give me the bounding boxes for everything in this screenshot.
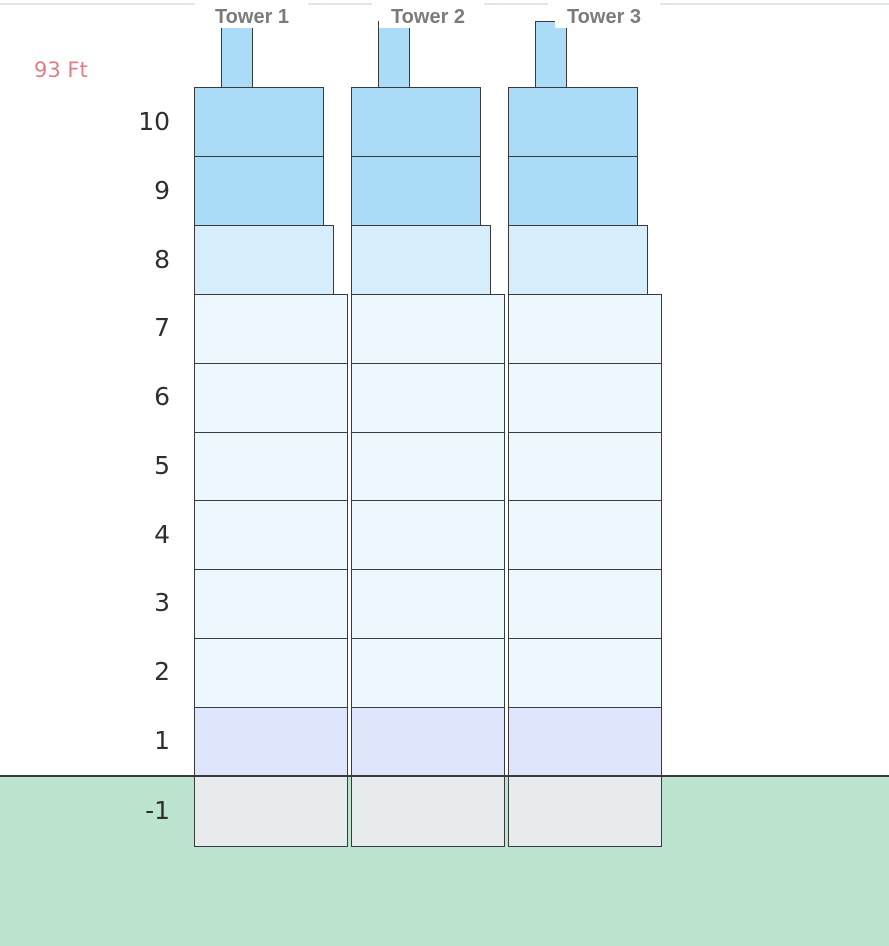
floor-10 [508, 87, 638, 157]
top-border-segment [0, 3, 195, 5]
floor-6 [508, 363, 662, 433]
top-border-segment [484, 3, 548, 5]
floor-8 [194, 225, 334, 295]
floor-7 [508, 294, 662, 364]
floor-label: 10 [138, 107, 170, 136]
floor-label: 5 [154, 451, 170, 480]
floor-5 [194, 432, 348, 501]
floor-9 [508, 156, 638, 226]
floor-8 [508, 225, 648, 295]
floor-basement [194, 776, 348, 847]
floor-6 [194, 363, 348, 433]
tower-name: Tower 1 [203, 6, 301, 28]
floor-2 [351, 638, 505, 708]
floor-5 [508, 432, 662, 501]
floor-basement [351, 776, 505, 847]
floor-8 [351, 225, 491, 295]
floor-label: 9 [154, 176, 170, 205]
floor-4 [508, 500, 662, 570]
roof-mast [378, 21, 410, 88]
floor-label: 3 [154, 588, 170, 617]
top-border-segment [660, 3, 889, 5]
floor-6 [351, 363, 505, 433]
floor-label: 4 [154, 520, 170, 549]
floor-label: -1 [145, 796, 170, 825]
floor-3 [194, 569, 348, 639]
floor-9 [351, 156, 481, 226]
floor-4 [351, 500, 505, 570]
floor-4 [194, 500, 348, 570]
floor-label: 7 [154, 313, 170, 342]
floor-label: 6 [154, 382, 170, 411]
floor-1 [508, 707, 662, 777]
floor-10 [194, 87, 324, 157]
tower-name: Tower 3 [555, 6, 653, 28]
tower-name: Tower 2 [379, 6, 477, 28]
top-border-segment [308, 3, 372, 5]
floor-1 [351, 707, 505, 777]
floor-7 [351, 294, 505, 364]
floor-1 [194, 707, 348, 777]
floor-2 [508, 638, 662, 708]
floor-label: 8 [154, 245, 170, 274]
floor-7 [194, 294, 348, 364]
floor-label: 2 [154, 657, 170, 686]
roof-mast [535, 21, 567, 88]
floor-5 [351, 432, 505, 501]
floor-basement [508, 776, 662, 847]
floor-2 [194, 638, 348, 708]
floor-3 [351, 569, 505, 639]
floor-3 [508, 569, 662, 639]
roof-mast [221, 21, 253, 88]
floor-9 [194, 156, 324, 226]
ground-line [0, 775, 889, 777]
building-height-label: 93 Ft [34, 58, 88, 82]
floor-label: 1 [154, 726, 170, 755]
floor-10 [351, 87, 481, 157]
